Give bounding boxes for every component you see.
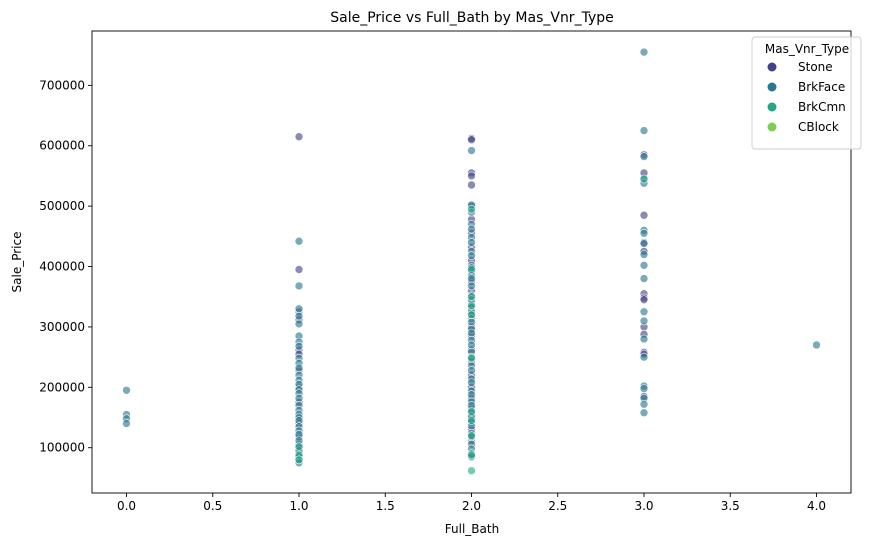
data-point-brkface-92 <box>639 334 649 344</box>
data-point-brkface-6 <box>294 304 304 314</box>
x-tick-label-6: 3.0 <box>634 499 653 513</box>
legend-label-cblock: CBlock <box>798 120 839 134</box>
data-point-brkface-0 <box>122 385 131 395</box>
y-tick-label-5: 600000 <box>39 139 85 153</box>
data-point-brkface-90 <box>639 307 649 317</box>
legend-title: Mas_Vnr_Type <box>765 42 849 56</box>
data-point-stone-41 <box>639 210 649 220</box>
x-axis: 0.0 0.5 1.0 1.5 2.0 2.5 3.0 3.5 4.0 <box>117 493 826 513</box>
data-point-brkcmn-9 <box>467 407 476 416</box>
x-tick-label-4: 2.0 <box>462 499 481 513</box>
x-tick-label-8: 4.0 <box>807 499 826 513</box>
data-point-brkface-98 <box>639 408 649 418</box>
data-point-brkcmn-13 <box>467 466 476 476</box>
legend-marker-brkcmn <box>767 102 777 112</box>
legend-marker-stone <box>767 62 777 72</box>
legend-marker-brkface <box>767 82 777 92</box>
data-point-brkface-41 <box>467 238 476 247</box>
legend-label-brkcmn: BrkCmn <box>798 100 846 114</box>
x-tick-label-5: 2.5 <box>548 499 567 513</box>
legend-box <box>751 36 862 150</box>
y-axis: 100000 200000 300000 400000 500000 600000 7000… <box>39 78 92 455</box>
y-tick-label-2: 300000 <box>39 320 85 334</box>
data-point-brkface-3 <box>122 419 131 428</box>
data-point-stone-16 <box>467 171 476 181</box>
y-tick-label-3: 400000 <box>39 260 85 274</box>
x-tick-label-2: 1.0 <box>289 499 308 513</box>
data-point-stone-1 <box>294 265 304 274</box>
data-point-brkcmn-3 <box>467 204 476 214</box>
data-point-brkcmn-4 <box>467 265 476 274</box>
legend-label-stone: Stone <box>798 60 833 74</box>
data-point-brkface-5 <box>294 281 304 291</box>
legend: Mas_Vnr_Type Stone BrkFace BrkCmn CBlock <box>751 36 862 150</box>
data-point-brkface-48 <box>467 281 476 291</box>
data-point-brkcmn-12 <box>467 450 476 460</box>
points-layer <box>122 47 821 476</box>
y-axis-label: Sale_Price <box>10 232 24 293</box>
data-point-brkcmn-6 <box>467 301 476 311</box>
data-point-brkface-47 <box>467 274 476 283</box>
y-tick-label-0: 100000 <box>39 441 85 455</box>
data-point-brkface-39 <box>467 224 476 234</box>
chart-title: Sale_Price vs Full_Bath by Mas_Vnr_Type <box>330 10 613 26</box>
data-point-brkface-91 <box>639 316 649 326</box>
data-point-brkface-58 <box>467 340 476 350</box>
data-point-stone-46 <box>639 295 649 305</box>
data-point-brkface-86 <box>639 239 649 248</box>
legend-label-brkface: BrkFace <box>798 80 845 94</box>
data-point-brkface-66 <box>467 390 476 399</box>
data-point-brkface-89 <box>639 274 649 283</box>
data-point-brkcmn-10 <box>467 416 476 425</box>
y-tick-label-6: 700000 <box>39 78 85 92</box>
x-tick-label-7: 3.5 <box>721 499 740 513</box>
x-tick-label-3: 1.5 <box>376 499 395 513</box>
data-point-brkface-54 <box>467 317 476 327</box>
data-point-brkface-93 <box>639 352 649 362</box>
data-point-stone-17 <box>467 180 476 190</box>
data-point-brkcmn-5 <box>467 292 476 302</box>
data-point-brkface-80 <box>639 126 649 135</box>
data-point-brkface-88 <box>639 260 649 270</box>
data-point-brkface-87 <box>639 250 649 259</box>
data-point-brkcmn-14 <box>639 174 649 184</box>
x-axis-label: Full_Bath <box>445 522 499 536</box>
data-point-brkface-8 <box>294 319 304 329</box>
x-tick-label-1: 0.5 <box>203 499 222 513</box>
y-tick-label-4: 500000 <box>39 199 85 213</box>
data-point-brkcmn-8 <box>467 353 476 363</box>
legend-marker-cblock <box>767 122 777 132</box>
x-tick-label-0: 0.0 <box>117 499 136 513</box>
data-point-brkface-14 <box>294 363 304 373</box>
data-point-brkface-85 <box>639 229 649 238</box>
data-point-brkface-97 <box>639 399 649 409</box>
data-point-brkcmn-2 <box>294 455 304 465</box>
data-point-brkface-99 <box>812 340 821 350</box>
legend-entries: Stone BrkFace BrkCmn CBlock <box>767 60 846 134</box>
data-point-brkcmn-0 <box>294 442 304 451</box>
data-point-stone-14 <box>467 135 476 144</box>
data-point-brkface-62 <box>467 366 476 375</box>
data-point-brkface-7 <box>294 311 304 321</box>
data-point-brkface-64 <box>467 378 476 387</box>
data-point-brkface-81 <box>639 152 649 161</box>
data-point-brkface-56 <box>467 328 476 338</box>
data-point-brkcmn-11 <box>467 431 476 440</box>
data-point-brkface-11 <box>294 341 304 351</box>
y-tick-label-1: 200000 <box>39 380 85 394</box>
data-point-brkface-95 <box>639 384 649 393</box>
data-point-brkface-20 <box>294 393 304 403</box>
data-point-brkface-4 <box>294 236 304 246</box>
data-point-brkface-79 <box>639 47 649 57</box>
data-point-brkface-35 <box>467 146 476 155</box>
data-point-stone-0 <box>294 132 304 141</box>
data-point-brkface-43 <box>467 251 476 260</box>
data-point-brkcmn-7 <box>467 310 476 320</box>
